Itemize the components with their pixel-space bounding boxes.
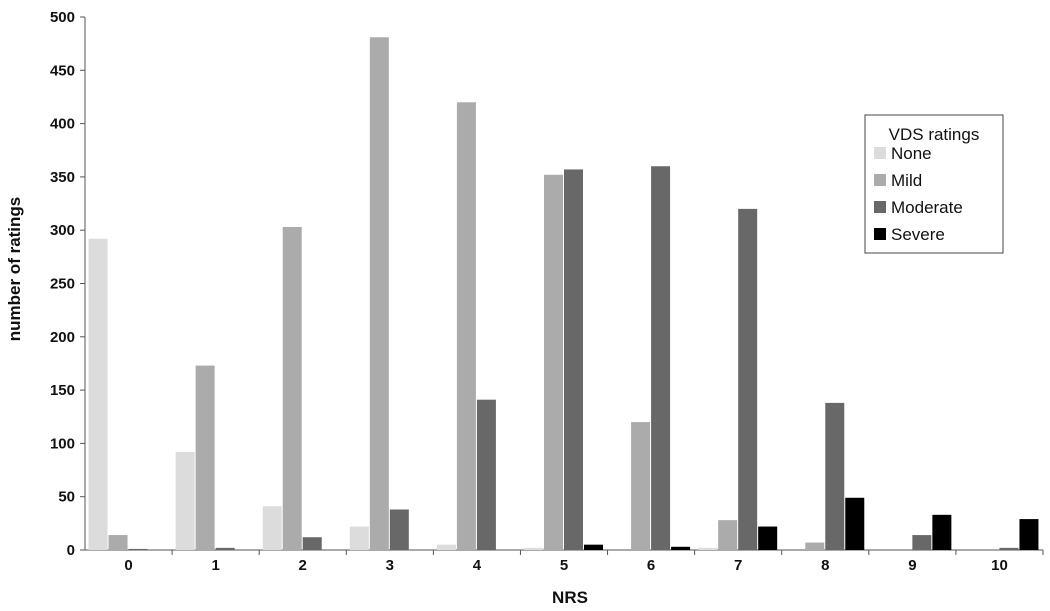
bar-severe-10 — [1019, 519, 1039, 550]
y-tick-label: 500 — [50, 9, 75, 26]
y-axis-title: number of ratings — [5, 197, 24, 342]
y-tick-label: 100 — [50, 435, 75, 452]
bar-moderate-3 — [389, 509, 409, 550]
legend-swatch-severe — [874, 228, 886, 240]
bar-none-1 — [175, 451, 195, 550]
x-tick-label: 6 — [647, 557, 655, 574]
x-tick-label: 4 — [473, 557, 482, 574]
x-tick-label: 1 — [211, 557, 219, 574]
legend-label-none: None — [891, 144, 932, 163]
bar-mild-2 — [282, 227, 302, 550]
legend-label-moderate: Moderate — [891, 198, 963, 217]
bar-severe-7 — [758, 526, 778, 550]
x-tick-label: 10 — [991, 557, 1008, 574]
bar-mild-8 — [805, 542, 825, 550]
x-tick-label: 3 — [386, 557, 394, 574]
y-tick-label: 200 — [50, 329, 75, 346]
plot-area: 0 50 100 150 200 250 300 350 400 450 500 0 1 2 3 4 5 6 7 8 9… — [50, 9, 1044, 574]
bar-moderate-2 — [302, 537, 322, 550]
x-tick-label: 7 — [734, 557, 742, 574]
y-tick-label: 400 — [50, 116, 75, 133]
legend-box — [864, 114, 1004, 254]
y-tick-label: 250 — [50, 276, 75, 293]
legend-swatch-mild — [874, 174, 886, 186]
bar-none-2 — [262, 506, 282, 550]
bar-moderate-4 — [476, 399, 496, 550]
x-tick-label: 5 — [560, 557, 568, 574]
bar-moderate-1 — [215, 547, 235, 550]
bar-severe-5 — [584, 544, 603, 550]
legend-label-severe: Severe — [891, 225, 945, 244]
bar-moderate-5 — [564, 169, 583, 551]
bar-moderate-8 — [825, 402, 845, 550]
bar-mild-0 — [108, 535, 128, 550]
bar-severe-9 — [932, 514, 952, 550]
x-axis-title: NRS — [552, 588, 588, 607]
y-tick-label: 0 — [67, 542, 75, 559]
bar-none-7 — [698, 547, 718, 550]
legend-title: VDS ratings — [889, 125, 980, 144]
bar-none-0 — [88, 238, 108, 550]
legend-swatch-none — [874, 147, 886, 159]
x-tick-label: 9 — [908, 557, 916, 574]
bar-none-5 — [524, 547, 543, 550]
bar-mild-6 — [631, 422, 651, 550]
legend-swatch-moderate — [874, 201, 886, 213]
bar-none-3 — [349, 526, 369, 550]
bar-mild-7 — [718, 520, 738, 550]
y-tick-label: 150 — [50, 382, 75, 399]
y-tick-label: 300 — [50, 222, 75, 239]
x-tick-label: 2 — [299, 557, 307, 574]
bar-moderate-6 — [651, 166, 671, 551]
bar-severe-6 — [671, 546, 691, 550]
bar-mild-5 — [544, 174, 563, 550]
bar-none-4 — [436, 544, 456, 550]
bar-mild-4 — [456, 102, 476, 550]
bar-moderate-7 — [738, 208, 758, 550]
y-tick-label: 50 — [58, 489, 75, 506]
bar-severe-8 — [845, 497, 865, 550]
legend: VDS ratings None Mild Moderate Severe — [864, 114, 1004, 254]
bar-moderate-10 — [999, 547, 1019, 550]
x-tick-label: 8 — [821, 557, 829, 574]
x-tick-label: 0 — [124, 557, 132, 574]
y-tick-label: 350 — [50, 169, 75, 186]
bar-moderate-9 — [912, 535, 932, 550]
legend-label-mild: Mild — [891, 171, 922, 190]
y-tick-label: 450 — [50, 62, 75, 79]
bar-mild-3 — [369, 37, 389, 550]
bar-mild-1 — [195, 365, 215, 550]
bar-moderate-0 — [128, 548, 148, 550]
